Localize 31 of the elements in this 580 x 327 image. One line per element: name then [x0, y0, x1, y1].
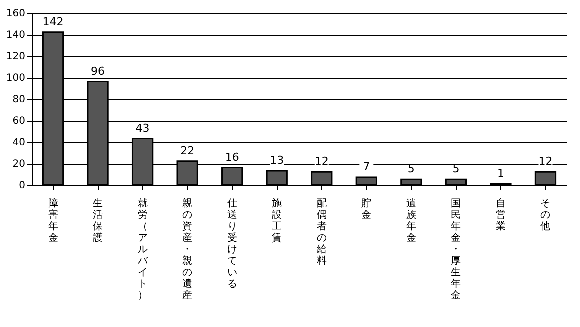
y-tick-label: 80	[12, 94, 26, 106]
data-label: 1	[497, 166, 504, 180]
data-label: 7	[363, 160, 370, 174]
x-tick-label: 仕送り受けている	[227, 198, 238, 290]
data-label: 142	[42, 15, 64, 28]
y-tick-label: 120	[6, 52, 26, 62]
category-label: 就労（アルバイト）	[138, 198, 148, 302]
x-tick-label: 生活保護	[93, 198, 104, 244]
x-tick-label: 配偶者の給料	[316, 198, 327, 267]
data-label: 16	[225, 150, 240, 164]
y-tick-label: 100	[6, 73, 26, 84]
data-label: 96	[91, 64, 106, 78]
x-tick-label: 障害年金	[48, 198, 58, 244]
y-tick-label: 60	[12, 116, 26, 127]
data-label: 13	[270, 154, 284, 168]
y-tick-label: 20	[12, 159, 26, 170]
x-tick-label: 遺族年金	[406, 198, 416, 244]
y-tick-label: 40	[12, 138, 26, 148]
x-tick-label: 貯金	[362, 198, 372, 221]
data-label: 12	[314, 155, 329, 168]
y-tick-label: 0	[19, 180, 26, 192]
x-tick-label: その他	[540, 198, 551, 232]
y-tick-label: 160	[6, 8, 26, 20]
category-label: 国民年金・厚生年金	[451, 198, 462, 302]
data-label: 12	[538, 155, 553, 168]
x-tick-label: 施設工賃	[272, 198, 282, 244]
data-label: 22	[180, 144, 195, 158]
data-label: 43	[136, 122, 150, 135]
y-tick-label: 140	[6, 30, 26, 41]
x-tick-label: 自営業	[496, 198, 506, 232]
category-label: 親の資産・親の遺産	[182, 198, 193, 302]
